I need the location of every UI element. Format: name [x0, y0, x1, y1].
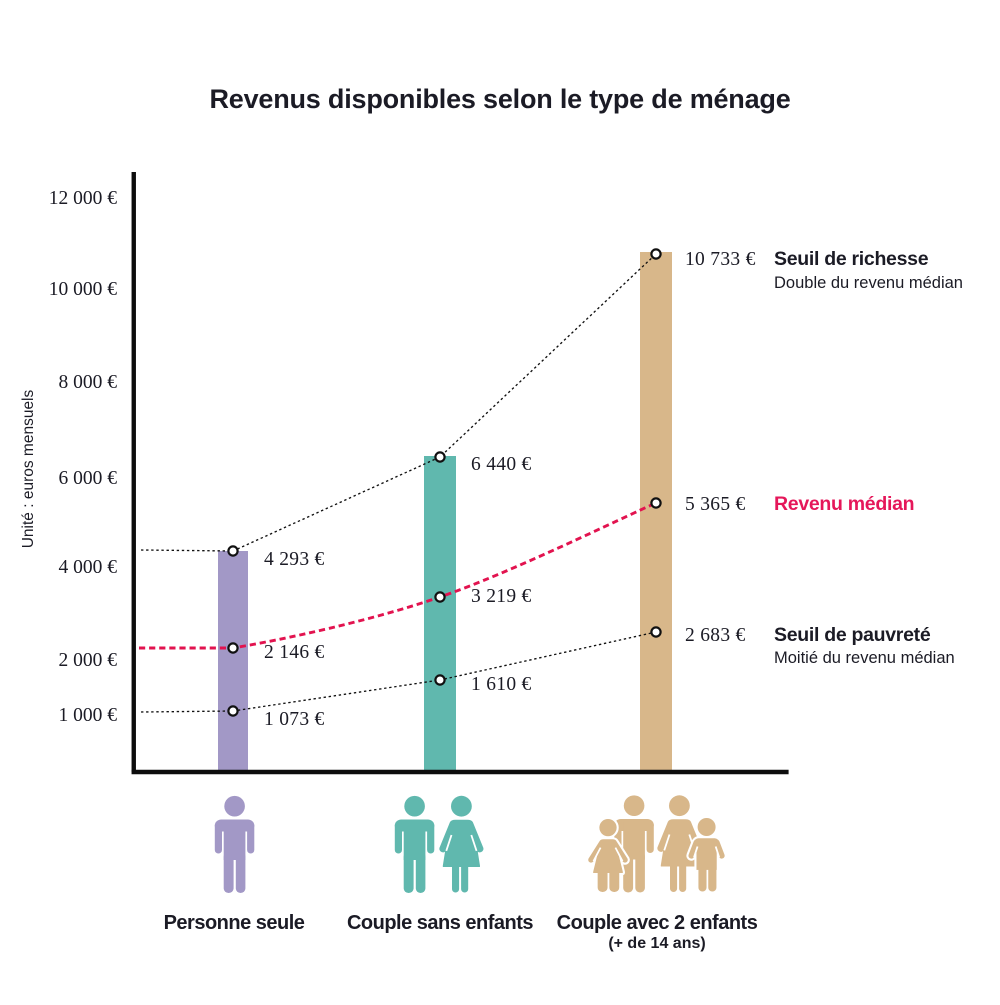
svg-text:1 073 €: 1 073 € [264, 709, 325, 730]
svg-text:2 000 €: 2 000 € [59, 650, 118, 671]
svg-text:5 365 €: 5 365 € [685, 494, 746, 515]
svg-text:Unité : euros mensuels: Unité : euros mensuels [20, 389, 37, 548]
svg-text:Seuil de pauvreté: Seuil de pauvreté [774, 624, 931, 646]
svg-text:12 000 €: 12 000 € [49, 188, 118, 209]
svg-text:10 733 €: 10 733 € [685, 249, 756, 270]
svg-text:6 440 €: 6 440 € [471, 454, 532, 475]
svg-text:Personne seule: Personne seule [164, 912, 305, 934]
svg-text:(+ de 14 ans): (+ de 14 ans) [608, 935, 705, 952]
svg-text:Couple avec 2 enfants: Couple avec 2 enfants [557, 912, 758, 934]
svg-text:Revenus disponibles selon le t: Revenus disponibles selon le type de mén… [209, 84, 790, 114]
svg-text:6 000 €: 6 000 € [59, 468, 118, 489]
svg-text:Revenu médian: Revenu médian [774, 493, 914, 515]
svg-text:8 000 €: 8 000 € [59, 372, 118, 393]
svg-text:2 683 €: 2 683 € [685, 625, 746, 646]
svg-text:Couple sans enfants: Couple sans enfants [347, 912, 533, 934]
svg-text:Moitié du revenu médian: Moitié du revenu médian [774, 649, 955, 667]
svg-text:Double du revenu médian: Double du revenu médian [774, 274, 963, 292]
svg-text:10 000 €: 10 000 € [49, 279, 118, 300]
svg-text:2 146 €: 2 146 € [264, 642, 325, 663]
svg-text:3 219 €: 3 219 € [471, 586, 532, 607]
svg-text:4 000 €: 4 000 € [59, 557, 118, 578]
svg-text:1 610 €: 1 610 € [471, 674, 532, 695]
svg-text:Seuil de richesse: Seuil de richesse [774, 248, 929, 270]
svg-text:1 000 €: 1 000 € [59, 705, 118, 726]
svg-text:4 293 €: 4 293 € [264, 549, 325, 570]
